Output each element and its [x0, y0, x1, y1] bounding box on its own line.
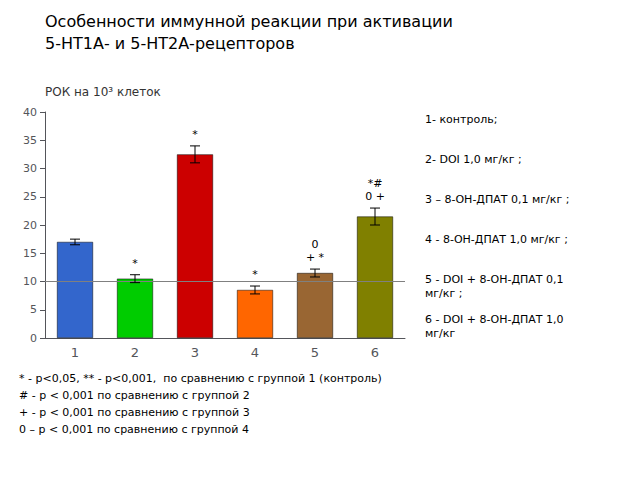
svg-text:6 - DOI + 8-ОН-ДПАТ 1,0: 6 - DOI + 8-ОН-ДПАТ 1,0	[425, 313, 564, 326]
svg-text:5-НТ1А- и 5-НТ2А-рецепторов: 5-НТ1А- и 5-НТ2А-рецепторов	[45, 34, 295, 53]
svg-text:0: 0	[30, 332, 37, 345]
svg-text:5: 5	[311, 345, 319, 360]
svg-text:30: 30	[23, 162, 37, 175]
svg-text:2: 2	[131, 345, 139, 360]
svg-text:20: 20	[23, 219, 37, 232]
svg-text:4: 4	[251, 345, 259, 360]
svg-text:5 - DOI + 8-ОН-ДПАТ 0,1: 5 - DOI + 8-ОН-ДПАТ 0,1	[425, 273, 564, 286]
svg-text:35: 35	[23, 134, 37, 147]
svg-text:*: *	[252, 268, 258, 281]
svg-text:15: 15	[23, 247, 37, 260]
svg-text:0 – р < 0,001 по сравнению с г: 0 – р < 0,001 по сравнению с группой 4	[19, 423, 249, 436]
svg-text:мг/кг ;: мг/кг ;	[425, 287, 462, 300]
svg-text:РОК на 10³ клеток: РОК на 10³ клеток	[45, 85, 161, 99]
svg-text:*: *	[132, 257, 138, 270]
svg-text:1- контроль;: 1- контроль;	[425, 113, 497, 126]
svg-text:40: 40	[23, 106, 37, 119]
svg-text:0: 0	[312, 238, 319, 251]
svg-text:*: *	[192, 128, 198, 141]
svg-text:10: 10	[23, 275, 37, 288]
svg-text:+ *: + *	[306, 251, 325, 264]
svg-text:*#: *#	[368, 177, 383, 190]
svg-text:* - p<0,05, ** - p<0,001, по: * - p<0,05, ** - p<0,001, по сравнению с…	[19, 372, 382, 385]
svg-text:мг/кг: мг/кг	[425, 327, 455, 340]
svg-text:25: 25	[23, 190, 37, 203]
svg-text:6: 6	[371, 345, 379, 360]
svg-text:# - р < 0,001 по сравнению с г: # - р < 0,001 по сравнению с группой 2	[19, 389, 250, 402]
svg-text:Особенности иммунной реакции п: Особенности иммунной реакции при активац…	[45, 12, 453, 31]
svg-text:3 – 8-ОН-ДПАТ 0,1 мг/кг ;: 3 – 8-ОН-ДПАТ 0,1 мг/кг ;	[425, 193, 569, 206]
svg-text:1: 1	[71, 345, 79, 360]
svg-text:0 +: 0 +	[365, 190, 385, 203]
svg-text:3: 3	[191, 345, 199, 360]
svg-text:2- DOI 1,0 мг/кг ;: 2- DOI 1,0 мг/кг ;	[425, 153, 522, 166]
svg-text:5: 5	[30, 303, 37, 316]
svg-text:4 - 8-ОН-ДПАТ 1,0 мг/кг ;: 4 - 8-ОН-ДПАТ 1,0 мг/кг ;	[425, 233, 568, 246]
svg-text:+ - р < 0,001 по сравнению с г: + - р < 0,001 по сравнению с группой 3	[19, 406, 250, 419]
